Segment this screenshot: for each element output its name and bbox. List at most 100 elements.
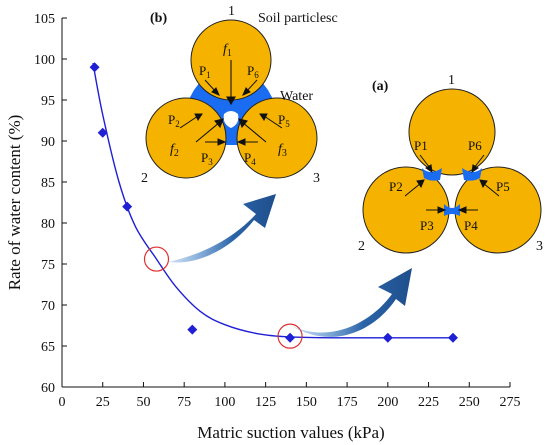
f1-subscript: 1 bbox=[227, 48, 232, 59]
x-tick-label: 0 bbox=[59, 395, 66, 410]
p-arrows-a bbox=[404, 154, 500, 214]
f2-label: f2 bbox=[170, 142, 179, 159]
inset-a-label: (a) bbox=[372, 79, 389, 94]
particle-2-label-b: 2 bbox=[141, 171, 148, 186]
p4-label-a: P4 bbox=[464, 218, 478, 233]
p-arrows-b bbox=[179, 79, 283, 146]
particle-3-label-b: 3 bbox=[313, 171, 320, 186]
particle-2-b bbox=[145, 97, 227, 179]
p6-label-a: P6 bbox=[468, 138, 482, 153]
p6-label-b: P6 bbox=[247, 63, 259, 80]
axes: 0 25 50 75 100 125 150 175 200 225 250 275606570758… bbox=[5, 12, 521, 442]
p3-letter-b: P bbox=[201, 150, 208, 165]
p3-arrowhead-b bbox=[217, 138, 227, 146]
y-tick-label: 100 bbox=[34, 53, 55, 68]
highlight-circles-layer bbox=[143, 246, 303, 349]
p5-arrowhead-a bbox=[479, 179, 488, 189]
water-bridge-a-right bbox=[462, 168, 482, 181]
f2-arrowhead bbox=[214, 118, 224, 129]
data-point bbox=[97, 127, 108, 138]
p5-arrow-a bbox=[482, 182, 500, 197]
y-axis-label: Rate of water content (%) bbox=[5, 115, 24, 291]
y-tick-label: 80 bbox=[41, 217, 55, 232]
p5-arrow-b bbox=[263, 115, 283, 129]
p4-arrowhead-b bbox=[236, 138, 246, 146]
p6-letter-b: P bbox=[247, 63, 254, 78]
x-tick-label: 275 bbox=[500, 395, 521, 410]
x-axis-label: Matric suction values (kPa) bbox=[197, 423, 384, 442]
f3-arrowhead bbox=[238, 118, 248, 129]
p2-arrow-b bbox=[179, 115, 199, 129]
f3-arrow bbox=[241, 121, 267, 143]
p1-arrowhead-b bbox=[211, 87, 220, 96]
p1-letter-b: P bbox=[199, 63, 206, 78]
inset-a-diagram: (a) 1 2 3 P1 P6 P2 P5 P3 P4 bbox=[358, 73, 543, 254]
highlight-circle bbox=[143, 246, 170, 272]
particle-2-label-a: 2 bbox=[358, 239, 365, 254]
data-point bbox=[382, 332, 393, 343]
p4-letter-b: P bbox=[244, 150, 251, 165]
f2-letter: f bbox=[170, 142, 176, 157]
p1-label-b: P1 bbox=[199, 63, 211, 80]
p6-subscript-b: 6 bbox=[254, 70, 259, 80]
p4-label-b: P4 bbox=[244, 150, 256, 167]
p2-arrow-a bbox=[404, 182, 422, 197]
arrow-to-inset-a bbox=[290, 268, 412, 337]
p1-arrowhead-a bbox=[425, 164, 433, 174]
x-tick-label: 100 bbox=[214, 395, 235, 410]
p1-arrow-a bbox=[419, 154, 431, 169]
p3-label-a: P3 bbox=[420, 218, 434, 233]
p2-subscript-b: 2 bbox=[175, 119, 180, 129]
soil-particles-caption: Soil particlesc bbox=[258, 11, 338, 26]
inset-b-label: (b) bbox=[150, 11, 167, 26]
data-point bbox=[447, 332, 458, 343]
f2-subscript: 2 bbox=[174, 148, 179, 159]
fit-curve-layer bbox=[92, 62, 453, 339]
particle-1-a bbox=[408, 88, 496, 176]
f1-arrowhead bbox=[226, 96, 236, 106]
data-point bbox=[122, 201, 133, 212]
data-point bbox=[89, 62, 100, 73]
p1-subscript-b: 1 bbox=[206, 70, 211, 80]
f1-letter: f bbox=[223, 42, 229, 57]
x-tick-label: 50 bbox=[136, 395, 150, 410]
inset-b-diagram: (b) Soil particlesc Water 1 2 3 f1 f2 f3… bbox=[141, 4, 338, 186]
p6-arrow-a bbox=[473, 154, 485, 169]
y-tick-label: 60 bbox=[41, 381, 55, 396]
y-tick-label: 70 bbox=[41, 299, 55, 314]
p5-label-a: P5 bbox=[496, 179, 510, 194]
x-tick-label: 250 bbox=[459, 395, 480, 410]
p1-label-a: P1 bbox=[414, 138, 428, 153]
p4-arrowhead-a bbox=[457, 206, 467, 214]
p3-label-b: P3 bbox=[201, 150, 213, 167]
y-tick-label: 105 bbox=[34, 12, 55, 27]
water-bridge-a-left bbox=[422, 168, 442, 181]
highlight-circle bbox=[277, 323, 303, 349]
x-tick-label: 75 bbox=[177, 395, 191, 410]
p5-arrowhead-b bbox=[259, 113, 268, 121]
x-tick-label: 25 bbox=[96, 395, 110, 410]
data-point bbox=[285, 332, 296, 343]
p3-arrowhead-a bbox=[437, 206, 447, 214]
particle-1-label-b: 1 bbox=[228, 4, 235, 19]
p5-subscript-b: 5 bbox=[285, 119, 290, 129]
f3-subscript: 3 bbox=[282, 148, 287, 159]
water-label: Water bbox=[280, 89, 313, 104]
x-tick-label: 200 bbox=[377, 395, 398, 410]
x-tick-label: 150 bbox=[296, 395, 317, 410]
data-points-layer bbox=[89, 62, 458, 343]
y-tick-label: 90 bbox=[41, 135, 55, 150]
p2-arrowhead-b bbox=[194, 113, 203, 121]
x-tick-label: 125 bbox=[255, 395, 276, 410]
f2-arrow bbox=[195, 121, 221, 143]
y-tick-label: 95 bbox=[41, 94, 55, 109]
f1-label: f1 bbox=[223, 42, 232, 59]
fit-curve bbox=[92, 62, 453, 339]
y-tick-label: 85 bbox=[41, 176, 55, 191]
p2-label-a: P2 bbox=[389, 179, 403, 194]
p2-letter-b: P bbox=[168, 112, 175, 127]
p2-label-b: P2 bbox=[168, 112, 180, 129]
p6-arrowhead-b bbox=[242, 87, 251, 96]
